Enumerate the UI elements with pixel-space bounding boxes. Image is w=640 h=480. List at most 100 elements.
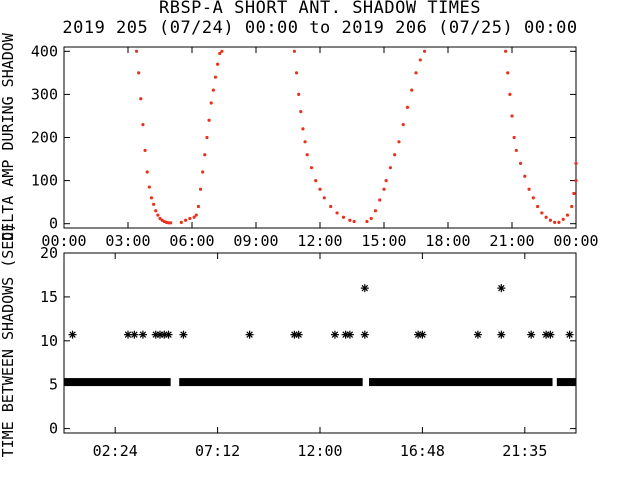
shadow-interval-point bbox=[360, 284, 369, 293]
shadow-interval-point bbox=[497, 330, 506, 339]
shadow-interval-point bbox=[245, 330, 254, 339]
delta-amp-point bbox=[329, 204, 333, 209]
shadow-interval-y-tick-label: 5 bbox=[49, 376, 58, 394]
delta-amp-x-tick-label: 15:00 bbox=[361, 232, 406, 250]
delta-amp-point bbox=[196, 204, 200, 209]
delta-amp-point bbox=[508, 92, 512, 97]
delta-amp-point bbox=[207, 118, 211, 122]
delta-amp-point bbox=[294, 71, 299, 75]
delta-amp-point bbox=[209, 101, 213, 105]
delta-amp-point bbox=[518, 161, 523, 165]
delta-amp-point bbox=[418, 58, 422, 62]
delta-amp-point bbox=[143, 148, 147, 153]
delta-amp-point bbox=[211, 88, 215, 92]
delta-amp-point bbox=[544, 215, 548, 219]
delta-amp-point bbox=[523, 174, 527, 178]
delta-amp-x-tick-label: 03:00 bbox=[105, 232, 150, 250]
delta-amp-point bbox=[388, 166, 392, 170]
asterisk-stroke bbox=[124, 331, 132, 338]
shadow-interval-point bbox=[527, 330, 536, 339]
delta-amp-point bbox=[192, 215, 196, 219]
delta-amp-point bbox=[369, 216, 373, 221]
asterisk-stroke bbox=[361, 284, 369, 292]
delta-amp-point bbox=[184, 218, 188, 222]
shadow-interval-x-ticks: 02:24 07:12 12:00 16:48 21:35 bbox=[93, 253, 547, 460]
delta-amp-y-axis-label: DELTA AMP DURING SHADOW bbox=[0, 32, 17, 241]
delta-amp-point bbox=[405, 105, 410, 109]
delta-amp-x-tick-label: 00:00 bbox=[41, 232, 86, 250]
delta-amp-point bbox=[570, 204, 574, 209]
shadow-interval-point bbox=[330, 330, 339, 339]
delta-amp-point bbox=[574, 161, 578, 165]
delta-amp-point bbox=[218, 51, 222, 56]
shadow-interval-point bbox=[179, 330, 188, 339]
asterisk-stroke bbox=[498, 284, 505, 292]
shadow-interval-x-tick-label: 21:35 bbox=[502, 442, 547, 460]
delta-amp-point bbox=[348, 218, 352, 222]
shadow-interval-x-tick-label: 16:48 bbox=[400, 442, 445, 460]
delta-amp-y-tick-label: 100 bbox=[31, 172, 58, 190]
shadow-interval-y-tick-label: 15 bbox=[40, 288, 58, 306]
delta-amp-point bbox=[205, 135, 209, 140]
asterisk-stroke bbox=[566, 331, 573, 338]
delta-amp-point bbox=[303, 140, 307, 144]
delta-amp-point bbox=[384, 178, 388, 183]
shadow-interval-point bbox=[565, 330, 574, 339]
asterisk-stroke bbox=[361, 331, 369, 338]
asterisk-stroke bbox=[69, 331, 76, 338]
shadow-interval-point bbox=[164, 330, 173, 339]
delta-amp-point bbox=[514, 148, 518, 153]
delta-amp-point bbox=[341, 215, 346, 219]
delta-amp-point bbox=[297, 92, 301, 97]
delta-amp-point bbox=[504, 49, 508, 53]
delta-amp-point bbox=[565, 213, 570, 217]
shadow-interval-y-tick-label: 0 bbox=[49, 420, 58, 438]
shadow-interval-point bbox=[418, 330, 427, 339]
delta-amp-point bbox=[194, 213, 198, 217]
delta-amp-point bbox=[352, 219, 356, 224]
delta-amp-point bbox=[557, 220, 561, 224]
delta-amp-point bbox=[201, 170, 205, 174]
shadow-interval-point bbox=[68, 330, 77, 339]
delta-amp-point bbox=[414, 71, 418, 75]
delta-amp-x-tick-label: 18:00 bbox=[425, 232, 470, 250]
delta-amp-point bbox=[158, 216, 162, 221]
delta-amp-x-tick-label: 00:00 bbox=[553, 232, 598, 250]
delta-amp-point bbox=[134, 49, 139, 53]
asterisk-stroke bbox=[131, 331, 138, 338]
delta-amp-point bbox=[553, 220, 557, 224]
asterisk-stroke bbox=[547, 331, 554, 338]
delta-amp-point bbox=[506, 71, 510, 75]
delta-amp-point bbox=[393, 153, 397, 157]
delta-amp-x-tick-label: 06:00 bbox=[169, 232, 214, 250]
delta-amp-point bbox=[382, 187, 386, 191]
delta-amp-x-tick-label: 12:00 bbox=[297, 232, 342, 250]
delta-amp-point bbox=[335, 211, 339, 215]
shadow-interval-point bbox=[294, 330, 303, 339]
shadow-interval-point bbox=[360, 330, 369, 339]
delta-amp-points bbox=[134, 49, 578, 225]
shadow-interval-x-tick-label: 12:00 bbox=[297, 442, 342, 460]
delta-amp-point bbox=[309, 166, 314, 170]
asterisk-stroke bbox=[474, 331, 482, 338]
delta-amp-point bbox=[561, 217, 565, 221]
delta-amp-point bbox=[139, 97, 143, 101]
asterisk-stroke bbox=[295, 331, 302, 338]
delta-amp-point bbox=[179, 220, 183, 224]
delta-amp-point bbox=[216, 62, 220, 66]
delta-amp-point bbox=[292, 49, 296, 53]
delta-amp-point bbox=[213, 75, 218, 79]
delta-amp-point bbox=[169, 221, 173, 225]
asterisk-stroke bbox=[527, 331, 535, 338]
delta-amp-point bbox=[299, 110, 303, 114]
shadow-interval-point bbox=[497, 284, 506, 293]
delta-amp-point bbox=[322, 196, 326, 200]
shadow-interval-baseline-band bbox=[369, 378, 553, 387]
delta-amp-point bbox=[512, 135, 516, 140]
asterisk-stroke bbox=[139, 331, 147, 338]
delta-amp-point bbox=[314, 178, 318, 183]
shadow-interval-y-ticks: 0 5 10 15 20 bbox=[40, 244, 576, 438]
shadow-interval-y-tick-label: 10 bbox=[40, 332, 58, 350]
asterisk-stroke bbox=[165, 331, 172, 338]
